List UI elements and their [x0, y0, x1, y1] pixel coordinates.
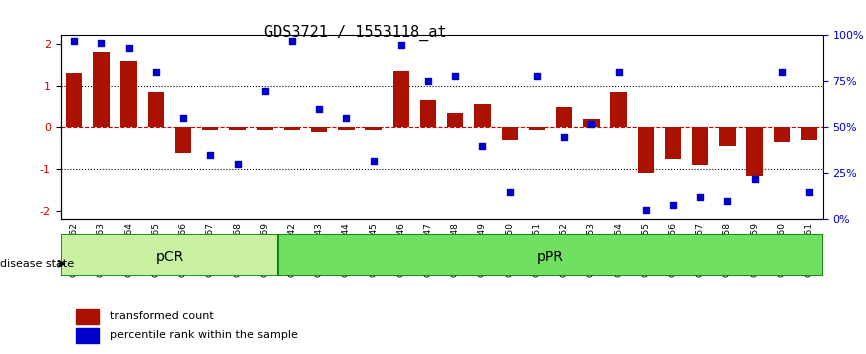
Bar — [637, 127, 654, 173]
Point — [313, 106, 326, 112]
Text: GDS3721 / 1553118_at: GDS3721 / 1553118_at — [264, 25, 446, 41]
Point — [204, 152, 217, 158]
Point — [475, 143, 489, 149]
Point — [230, 161, 244, 167]
Point — [258, 88, 272, 93]
Bar — [175, 127, 191, 153]
Point — [421, 79, 435, 84]
Text: transformed count: transformed count — [110, 311, 214, 321]
Text: pPR: pPR — [537, 250, 564, 264]
Bar — [339, 127, 354, 130]
Bar — [392, 71, 409, 127]
Bar — [94, 52, 110, 127]
Bar — [311, 127, 327, 132]
Bar — [773, 127, 790, 142]
Point — [694, 195, 708, 200]
Point — [747, 176, 761, 182]
Bar — [229, 127, 246, 130]
Bar — [720, 127, 735, 146]
Point — [366, 158, 380, 164]
Bar — [120, 61, 137, 127]
Point — [94, 40, 108, 46]
Bar — [148, 92, 164, 127]
Bar — [556, 107, 572, 127]
Bar — [475, 104, 491, 127]
Point — [122, 45, 136, 51]
Point — [503, 189, 517, 195]
Bar — [202, 127, 218, 130]
Point — [611, 69, 625, 75]
Point — [775, 69, 789, 75]
Bar — [420, 100, 436, 127]
Text: disease state: disease state — [0, 259, 74, 269]
Bar — [529, 127, 545, 130]
Bar — [365, 127, 382, 130]
Point — [449, 73, 462, 79]
Bar — [746, 127, 763, 176]
Point — [557, 134, 571, 139]
Bar — [611, 92, 627, 127]
Text: percentile rank within the sample: percentile rank within the sample — [110, 330, 298, 341]
Bar — [284, 127, 301, 130]
Bar — [76, 328, 99, 343]
Bar — [447, 113, 463, 127]
Text: pCR: pCR — [155, 250, 184, 264]
Bar — [501, 127, 518, 140]
Bar — [66, 73, 82, 127]
Point — [585, 121, 598, 127]
Point — [68, 38, 81, 44]
Point — [666, 202, 680, 207]
Point — [176, 115, 190, 121]
Point — [149, 69, 163, 75]
Bar — [692, 127, 708, 165]
Bar — [665, 127, 682, 159]
Point — [285, 38, 299, 44]
Point — [721, 198, 734, 204]
Bar — [583, 119, 599, 127]
Bar — [801, 127, 818, 140]
FancyBboxPatch shape — [61, 234, 278, 276]
Point — [802, 189, 816, 195]
Point — [530, 73, 544, 79]
Point — [339, 115, 353, 121]
Point — [394, 42, 408, 47]
Bar — [256, 127, 273, 130]
FancyBboxPatch shape — [278, 234, 823, 276]
Point — [639, 207, 653, 213]
Bar — [76, 309, 99, 324]
